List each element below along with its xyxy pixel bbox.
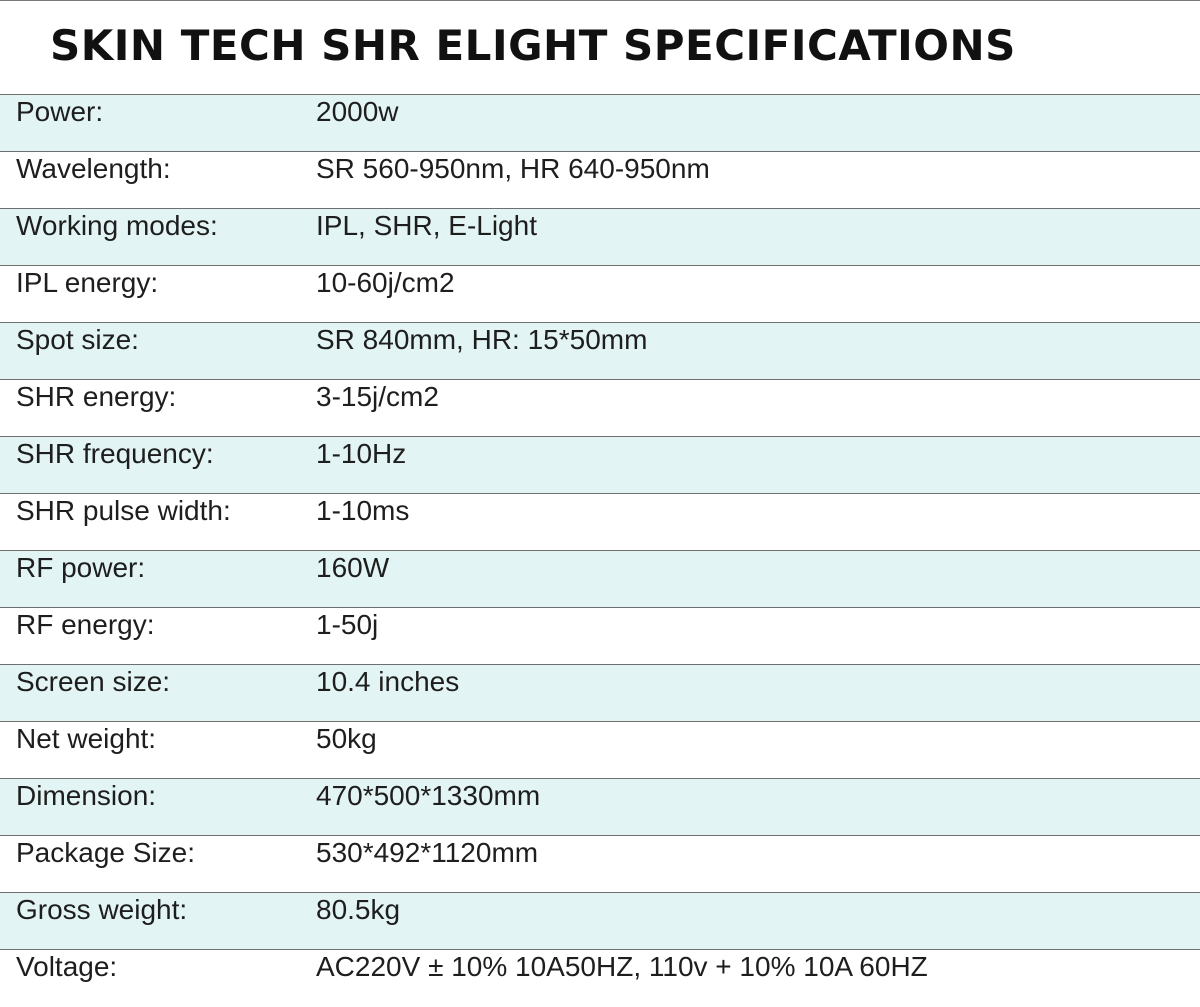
spec-value: 160W [300, 550, 1200, 608]
spec-row-voltage: Voltage: AC220V ± 10% 10A50HZ, 110v + 10… [0, 949, 1200, 1007]
spec-label: Package Size: [0, 835, 300, 893]
spec-label: Power: [0, 94, 300, 152]
spec-label: SHR frequency: [0, 436, 300, 494]
spec-value: AC220V ± 10% 10A50HZ, 110v + 10% 10A 60H… [300, 949, 1200, 1007]
spec-row-rf-power: RF power: 160W [0, 550, 1200, 608]
spec-row-ipl-energy: IPL energy: 10-60j/cm2 [0, 265, 1200, 323]
spec-label: Working modes: [0, 208, 300, 266]
page-title: SKIN TECH SHR ELIGHT SPECIFICATIONS [50, 21, 1016, 70]
spec-value: 1-10Hz [300, 436, 1200, 494]
spec-label: Voltage: [0, 949, 300, 1007]
spec-value: 10-60j/cm2 [300, 265, 1200, 323]
spec-label: Gross weight: [0, 892, 300, 950]
spec-row-power: Power: 2000w [0, 94, 1200, 152]
spec-row-shr-energy: SHR energy: 3-15j/cm2 [0, 379, 1200, 437]
spec-row-gross-weight: Gross weight: 80.5kg [0, 892, 1200, 950]
spec-label: SHR pulse width: [0, 493, 300, 551]
spec-label: SHR energy: [0, 379, 300, 437]
spec-label: Wavelength: [0, 151, 300, 209]
spec-label: RF energy: [0, 607, 300, 665]
spec-row-dimension: Dimension: 470*500*1330mm [0, 778, 1200, 836]
spec-label: RF power: [0, 550, 300, 608]
spec-row-wavelength: Wavelength: SR 560-950nm, HR 640-950nm [0, 151, 1200, 209]
spec-row-spot-size: Spot size: SR 840mm, HR: 15*50mm [0, 322, 1200, 380]
spec-value: 10.4 inches [300, 664, 1200, 722]
spec-label: Dimension: [0, 778, 300, 836]
specifications-table: Power: 2000w Wavelength: SR 560-950nm, H… [0, 94, 1200, 1007]
spec-label: IPL energy: [0, 265, 300, 323]
spec-label: Spot size: [0, 322, 300, 380]
spec-value: IPL, SHR, E-Light [300, 208, 1200, 266]
spec-value: 470*500*1330mm [300, 778, 1200, 836]
spec-label: Screen size: [0, 664, 300, 722]
spec-value: 1-10ms [300, 493, 1200, 551]
spec-value: 530*492*1120mm [300, 835, 1200, 893]
spec-value: SR 840mm, HR: 15*50mm [300, 322, 1200, 380]
spec-row-shr-pulse-width: SHR pulse width: 1-10ms [0, 493, 1200, 551]
spec-row-net-weight: Net weight: 50kg [0, 721, 1200, 779]
spec-value: SR 560-950nm, HR 640-950nm [300, 151, 1200, 209]
spec-value: 1-50j [300, 607, 1200, 665]
spec-value: 3-15j/cm2 [300, 379, 1200, 437]
spec-row-package-size: Package Size: 530*492*1120mm [0, 835, 1200, 893]
spec-label: Net weight: [0, 721, 300, 779]
spec-row-working-modes: Working modes: IPL, SHR, E-Light [0, 208, 1200, 266]
spec-value: 80.5kg [300, 892, 1200, 950]
spec-row-shr-frequency: SHR frequency: 1-10Hz [0, 436, 1200, 494]
spec-row-screen-size: Screen size: 10.4 inches [0, 664, 1200, 722]
spec-value: 2000w [300, 94, 1200, 152]
spec-row-rf-energy: RF energy: 1-50j [0, 607, 1200, 665]
spec-value: 50kg [300, 721, 1200, 779]
